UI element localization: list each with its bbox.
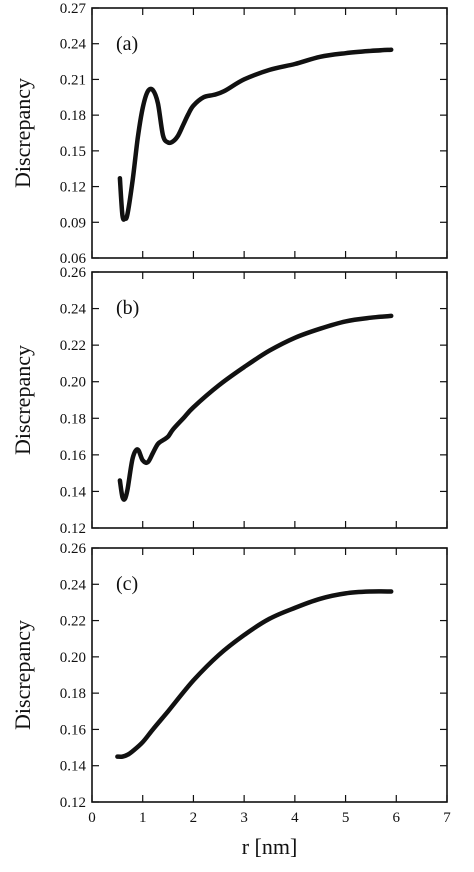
- x-tick-label: 7: [443, 810, 451, 826]
- panel-label: (b): [116, 297, 139, 319]
- x-tick-label: 3: [240, 810, 248, 826]
- y-tick-label: 0.12: [60, 795, 86, 811]
- plot-frame: [91, 7, 448, 259]
- discrepancy-curve: [117, 313, 394, 502]
- y-tick-label: 0.22: [60, 614, 86, 630]
- y-axis-title: Discrepancy: [10, 620, 35, 730]
- y-tick-label: 0.16: [60, 722, 87, 738]
- y-axis-title: Discrepancy: [10, 78, 35, 188]
- y-tick-label: 0.12: [60, 521, 86, 537]
- y-tick-label: 0.21: [60, 72, 86, 88]
- y-tick-label: 0.14: [60, 484, 87, 500]
- panel-label: (a): [116, 33, 138, 55]
- x-tick-label: 1: [139, 810, 147, 826]
- y-tick-label: 0.24: [60, 577, 87, 593]
- y-tick-label: 0.18: [60, 108, 86, 124]
- y-tick-label: 0.06: [60, 251, 87, 267]
- y-tick-label: 0.18: [60, 686, 86, 702]
- y-tick-label: 0.16: [60, 448, 87, 464]
- y-tick-label: 0.14: [60, 759, 87, 775]
- x-tick-label: 6: [393, 810, 401, 826]
- plot-frame: [91, 547, 448, 803]
- y-tick-label: 0.27: [60, 1, 87, 17]
- y-tick-label: 0.20: [60, 375, 86, 391]
- plot-frame: [91, 271, 448, 529]
- y-tick-label: 0.26: [60, 541, 87, 557]
- panel-label: (c): [116, 573, 138, 595]
- x-tick-label: 2: [190, 810, 198, 826]
- y-tick-label: 0.26: [60, 265, 87, 281]
- y-tick-label: 0.24: [60, 302, 87, 318]
- y-tick-label: 0.22: [60, 338, 86, 354]
- y-tick-label: 0.09: [60, 215, 86, 231]
- discrepancy-curve: [115, 589, 394, 759]
- y-tick-label: 0.20: [60, 650, 86, 666]
- x-tick-label: 4: [291, 810, 299, 826]
- x-axis-title: r [nm]: [242, 834, 298, 859]
- x-tick-label: 0: [88, 810, 96, 826]
- y-tick-label: 0.24: [60, 37, 87, 53]
- discrepancy-curve: [117, 47, 394, 222]
- x-tick-label: 5: [342, 810, 350, 826]
- y-axis-title: Discrepancy: [10, 345, 35, 455]
- y-tick-label: 0.18: [60, 411, 86, 427]
- y-tick-label: 0.15: [60, 144, 86, 160]
- y-tick-label: 0.12: [60, 180, 86, 196]
